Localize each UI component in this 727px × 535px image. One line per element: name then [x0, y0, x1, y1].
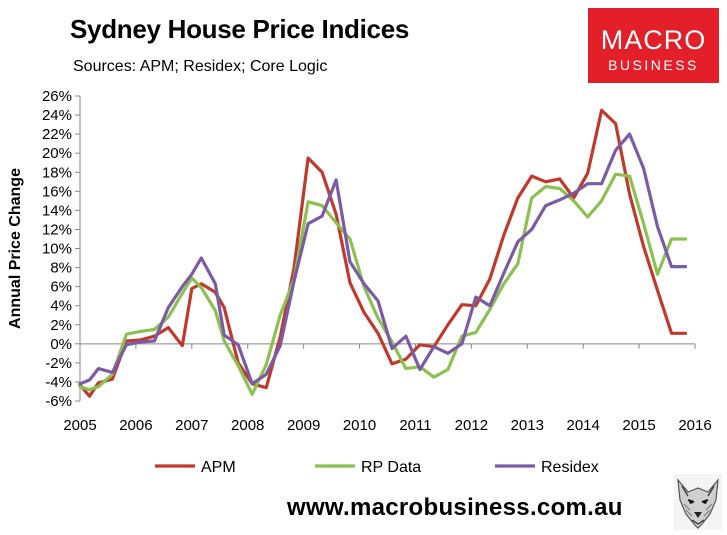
y-tick-label: -6%: [45, 393, 72, 410]
y-tick-label: 26%: [42, 88, 72, 105]
y-tick-label: 18%: [42, 164, 72, 181]
y-tick-label: 2%: [50, 317, 72, 334]
chart-title: Sydney House Price Indices: [70, 14, 410, 44]
y-tick-label: 6%: [50, 279, 72, 296]
y-tick-label: 22%: [42, 126, 72, 143]
x-tick-label: 2010: [343, 417, 376, 434]
y-tick-label: 4%: [50, 298, 72, 315]
logo-line-business: BUSINESS: [608, 57, 699, 73]
x-tick-label: 2016: [678, 417, 711, 434]
y-tick-label: -2%: [45, 355, 72, 372]
x-tick-label: 2011: [399, 417, 431, 434]
legend-label-rp-data: RP Data: [361, 459, 421, 476]
y-axis-label: Annual Price Change: [7, 168, 24, 329]
legend-label-apm: APM: [201, 459, 236, 476]
x-tick-label: 2013: [511, 417, 544, 434]
y-tick-label: 20%: [42, 145, 72, 162]
y-tick-label: 12%: [42, 221, 72, 238]
x-tick-label: 2014: [566, 417, 599, 434]
footer-url: www.macrobusiness.com.au: [287, 494, 623, 521]
series-line-apm: [78, 108, 688, 398]
logo-line-macro: MACRO: [600, 25, 707, 55]
x-tick-label: 2005: [63, 417, 96, 434]
series-line-rp-data: [78, 172, 688, 396]
chart-subtitle: Sources: APM; Residex; Core Logic: [73, 58, 328, 75]
x-tick-label: 2015: [622, 417, 655, 434]
x-tick-label: 2008: [231, 417, 264, 434]
y-tick-label: 0%: [50, 336, 72, 353]
x-tick-label: 2007: [175, 417, 208, 434]
legend-label-residex: Residex: [541, 459, 599, 476]
y-tick-label: 8%: [50, 260, 72, 277]
y-tick-label: 24%: [42, 107, 72, 124]
y-tick-label: 10%: [42, 241, 72, 258]
x-tick-label: 2009: [287, 417, 320, 434]
x-tick-label: 2012: [455, 417, 488, 434]
series-line-residex: [78, 132, 688, 386]
y-tick-label: 16%: [42, 183, 72, 200]
y-tick-label: 14%: [42, 202, 72, 219]
y-tick-label: -4%: [45, 374, 72, 391]
wolf-icon: [674, 474, 722, 530]
x-tick-label: 2006: [119, 417, 152, 434]
macrobusiness-logo: MACRO BUSINESS: [588, 8, 719, 83]
